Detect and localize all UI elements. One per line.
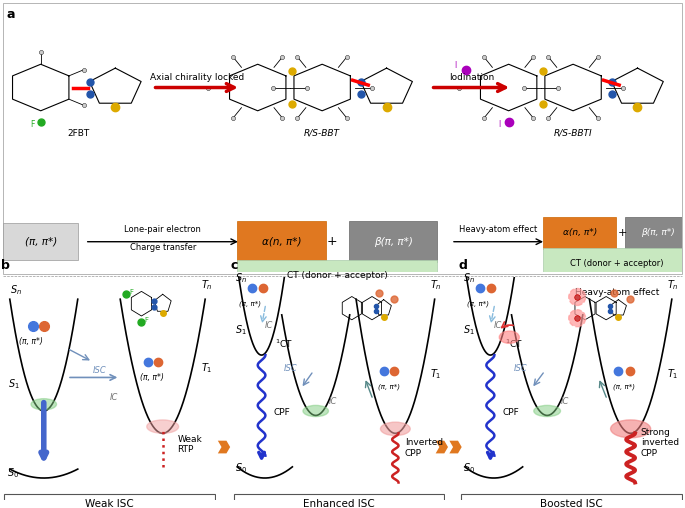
FancyBboxPatch shape bbox=[462, 494, 682, 508]
Text: R/S-BBT: R/S-BBT bbox=[304, 129, 340, 138]
Text: d: d bbox=[458, 260, 467, 272]
Text: (π, π*): (π, π*) bbox=[613, 384, 635, 390]
Text: IC: IC bbox=[560, 397, 569, 406]
Text: Iodination: Iodination bbox=[449, 73, 494, 82]
Text: F: F bbox=[145, 317, 149, 323]
Text: Lone-pair electron: Lone-pair electron bbox=[125, 225, 201, 234]
Circle shape bbox=[569, 289, 586, 305]
Text: $S_0$: $S_0$ bbox=[235, 461, 247, 475]
Text: ISC: ISC bbox=[92, 366, 106, 375]
Ellipse shape bbox=[31, 399, 56, 410]
Text: $S_n$: $S_n$ bbox=[462, 271, 475, 285]
FancyBboxPatch shape bbox=[3, 3, 682, 274]
Text: Axial chirality locked: Axial chirality locked bbox=[149, 73, 244, 82]
Text: 2FBT: 2FBT bbox=[67, 129, 89, 138]
FancyBboxPatch shape bbox=[543, 216, 616, 249]
Text: Strong
inverted
CPP: Strong inverted CPP bbox=[640, 428, 679, 458]
Text: Inverted
CPP: Inverted CPP bbox=[405, 438, 443, 458]
Circle shape bbox=[569, 310, 586, 327]
Text: b: b bbox=[1, 260, 10, 272]
Text: $S_1$: $S_1$ bbox=[235, 323, 247, 336]
Text: F: F bbox=[31, 120, 35, 129]
Text: $^1$CT: $^1$CT bbox=[275, 338, 293, 351]
Ellipse shape bbox=[499, 331, 519, 343]
Text: $T_1$: $T_1$ bbox=[667, 367, 679, 381]
Ellipse shape bbox=[303, 405, 328, 417]
Text: $T_n$: $T_n$ bbox=[430, 278, 443, 292]
Text: Heavy-atom effect: Heavy-atom effect bbox=[575, 288, 660, 297]
Polygon shape bbox=[436, 440, 448, 453]
Text: F: F bbox=[129, 290, 134, 296]
Polygon shape bbox=[218, 440, 230, 453]
Text: Boosted ISC: Boosted ISC bbox=[540, 499, 603, 508]
Text: I: I bbox=[499, 120, 501, 129]
Text: +: + bbox=[618, 228, 627, 238]
Text: α(n, π*): α(n, π*) bbox=[563, 229, 597, 237]
Text: $S_n$: $S_n$ bbox=[10, 283, 22, 297]
Text: $S_1$: $S_1$ bbox=[8, 377, 19, 391]
Text: $T_1$: $T_1$ bbox=[430, 367, 442, 381]
FancyBboxPatch shape bbox=[238, 221, 325, 262]
FancyBboxPatch shape bbox=[234, 494, 444, 508]
Text: $S_1$: $S_1$ bbox=[462, 323, 474, 336]
Text: c: c bbox=[231, 260, 238, 272]
Text: Weak
RTP: Weak RTP bbox=[177, 435, 202, 454]
Text: $^1$CT: $^1$CT bbox=[505, 338, 523, 351]
Ellipse shape bbox=[380, 422, 410, 435]
Text: $T_n$: $T_n$ bbox=[667, 278, 679, 292]
Text: a: a bbox=[7, 8, 15, 21]
Text: CT (donor + acceptor): CT (donor + acceptor) bbox=[287, 271, 388, 280]
Text: (π, π*): (π, π*) bbox=[25, 237, 57, 247]
Text: IC: IC bbox=[328, 397, 337, 406]
FancyBboxPatch shape bbox=[349, 221, 438, 262]
Text: Enhanced ISC: Enhanced ISC bbox=[303, 499, 375, 508]
Text: Heavy-atom effect: Heavy-atom effect bbox=[460, 225, 538, 234]
Text: I: I bbox=[454, 60, 456, 70]
Text: CT (donor + acceptor): CT (donor + acceptor) bbox=[571, 259, 664, 268]
Text: Charge transfer: Charge transfer bbox=[129, 243, 196, 252]
Text: (π, π*): (π, π*) bbox=[239, 301, 261, 307]
FancyBboxPatch shape bbox=[543, 248, 685, 278]
Text: (π, π*): (π, π*) bbox=[140, 373, 164, 382]
Text: +: + bbox=[327, 235, 338, 248]
FancyBboxPatch shape bbox=[238, 260, 438, 291]
Text: IC: IC bbox=[110, 393, 118, 402]
Text: $T_n$: $T_n$ bbox=[201, 278, 213, 292]
Text: (π, π*): (π, π*) bbox=[467, 301, 489, 307]
Text: $S_0$: $S_0$ bbox=[462, 461, 475, 475]
Ellipse shape bbox=[147, 420, 179, 433]
Text: Weak ISC: Weak ISC bbox=[85, 499, 134, 508]
FancyBboxPatch shape bbox=[3, 224, 78, 260]
Text: CPF: CPF bbox=[503, 408, 519, 418]
Ellipse shape bbox=[610, 420, 651, 438]
Text: IC: IC bbox=[264, 321, 273, 330]
Text: IC: IC bbox=[494, 321, 502, 330]
Ellipse shape bbox=[534, 405, 560, 417]
Text: β(π, π*): β(π, π*) bbox=[641, 229, 675, 237]
Text: β(π, π*): β(π, π*) bbox=[374, 237, 413, 247]
FancyBboxPatch shape bbox=[543, 277, 685, 308]
Text: (π, π*): (π, π*) bbox=[378, 384, 400, 390]
Polygon shape bbox=[449, 440, 462, 453]
Text: ISC: ISC bbox=[284, 364, 297, 373]
FancyBboxPatch shape bbox=[5, 494, 214, 508]
Text: ISC: ISC bbox=[514, 364, 527, 373]
Text: α(n, π*): α(n, π*) bbox=[262, 237, 301, 247]
Text: $S_0$: $S_0$ bbox=[7, 467, 18, 481]
Text: R/S-BBTI: R/S-BBTI bbox=[553, 129, 593, 138]
Text: $T_1$: $T_1$ bbox=[201, 361, 212, 374]
FancyBboxPatch shape bbox=[625, 216, 685, 249]
Text: CPF: CPF bbox=[273, 408, 290, 418]
Text: (π, π*): (π, π*) bbox=[19, 337, 43, 346]
Text: $S_n$: $S_n$ bbox=[235, 271, 247, 285]
